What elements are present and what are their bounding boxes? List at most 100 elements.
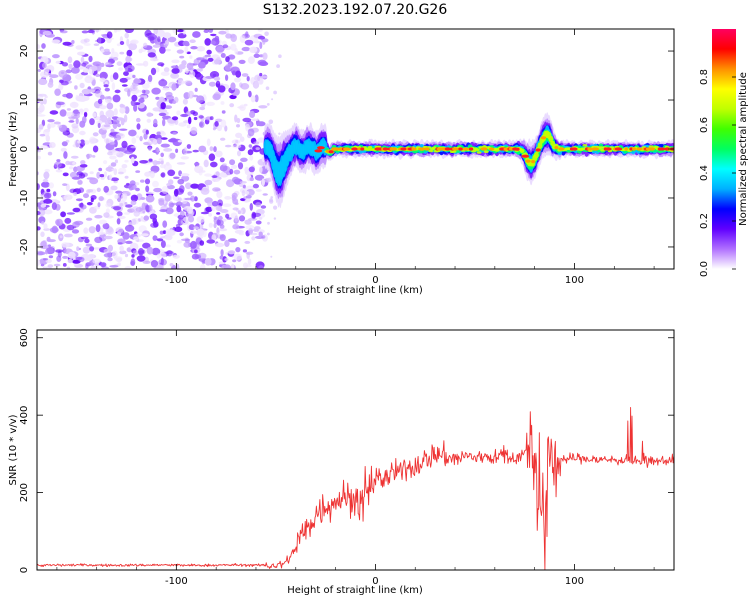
- noise-speckle: [247, 149, 254, 156]
- noise-speckle: [95, 73, 100, 77]
- noise-speckle: [196, 57, 205, 61]
- noise-speckle: [103, 171, 108, 178]
- noise-speckle: [75, 45, 84, 50]
- noise-speckle: [158, 252, 167, 258]
- ridge-blob: [471, 149, 477, 153]
- noise-speckle: [174, 119, 179, 125]
- noise-speckle: [82, 68, 89, 73]
- noise-speckle: [92, 145, 99, 153]
- noise-speckle: [171, 59, 180, 64]
- noise-speckle: [252, 80, 260, 89]
- noise-speckle: [47, 264, 54, 268]
- noise-speckle: [69, 101, 79, 108]
- snr-x-axis: -100 0 100: [56, 330, 655, 587]
- noise-speckle: [165, 111, 169, 115]
- noise-speckle: [69, 166, 74, 170]
- noise-speckle: [165, 228, 172, 237]
- noise-speckle: [131, 137, 137, 144]
- noise-speckle: [234, 215, 239, 222]
- noise-speckle: [159, 209, 168, 213]
- noise-speckle: [78, 173, 86, 179]
- noise-speckle: [255, 147, 260, 151]
- noise-speckle: [219, 164, 228, 172]
- noise-speckle: [71, 229, 80, 234]
- ridge-blob: [428, 149, 434, 153]
- noise-speckle: [201, 258, 206, 265]
- noise-speckle: [276, 64, 280, 68]
- noise-speckle: [258, 61, 269, 66]
- noise-speckle: [94, 236, 103, 244]
- noise-speckle: [68, 120, 75, 123]
- noise-speckle: [138, 98, 145, 103]
- colorbar-ticks: 0.0 0.2 0.4 0.6 0.8: [699, 69, 736, 277]
- ridge-core: [649, 147, 656, 151]
- noise-speckle: [121, 84, 128, 87]
- figure-title: S132.2023.192.07.20.G26: [263, 2, 448, 18]
- noise-speckle: [90, 197, 94, 203]
- noise-speckle: [79, 82, 85, 89]
- noise-speckle: [239, 136, 245, 142]
- noise-speckle: [100, 62, 105, 68]
- ridge-core: [636, 147, 643, 151]
- noise-speckle: [177, 178, 185, 185]
- noise-speckle: [88, 55, 93, 63]
- noise-speckle: [95, 224, 101, 233]
- noise-speckle: [111, 48, 115, 54]
- ridge-core: [632, 147, 636, 151]
- noise-speckle: [130, 200, 137, 206]
- spectrogram-noise-region: [37, 29, 282, 269]
- y-tick-label: 0: [19, 567, 30, 573]
- ridge-core: [535, 148, 541, 152]
- x-tick-label: -100: [165, 275, 188, 286]
- noise-speckle: [78, 98, 87, 102]
- noise-speckle: [148, 146, 152, 151]
- noise-speckle: [174, 226, 183, 232]
- noise-speckle: [55, 60, 61, 64]
- noise-speckle: [44, 192, 52, 199]
- noise-speckle: [46, 188, 51, 193]
- noise-speckle: [241, 73, 249, 77]
- noise-speckle: [142, 60, 149, 67]
- noise-speckle: [278, 132, 281, 135]
- noise-speckle: [96, 120, 102, 125]
- noise-speckle: [100, 262, 107, 268]
- noise-speckle: [216, 124, 223, 132]
- colorbar-tick-label: 0.4: [699, 165, 710, 181]
- noise-speckle: [208, 81, 216, 87]
- noise-speckle: [132, 250, 139, 256]
- noise-speckle: [83, 64, 87, 68]
- noise-speckle: [238, 232, 245, 236]
- noise-speckle: [158, 79, 168, 87]
- noise-speckle: [216, 190, 223, 199]
- noise-speckle: [220, 101, 225, 105]
- noise-speckle: [124, 224, 135, 232]
- noise-speckle: [73, 191, 77, 196]
- noise-speckle: [89, 253, 95, 259]
- noise-speckle: [49, 110, 59, 115]
- noise-speckle: [249, 110, 256, 118]
- noise-speckle: [233, 253, 242, 261]
- noise-speckle: [138, 48, 143, 54]
- noise-speckle: [204, 173, 213, 177]
- noise-speckle: [37, 107, 43, 115]
- noise-speckle: [116, 117, 124, 121]
- noise-speckle: [239, 181, 247, 184]
- noise-speckle: [138, 95, 147, 98]
- noise-speckle: [122, 232, 130, 240]
- noise-speckle: [160, 143, 170, 148]
- noise-speckle: [104, 120, 113, 125]
- noise-speckle: [107, 257, 113, 262]
- noise-speckle: [123, 71, 129, 76]
- noise-speckle: [79, 139, 86, 147]
- noise-speckle: [186, 124, 191, 129]
- noise-speckle: [215, 205, 223, 212]
- noise-speckle: [61, 242, 70, 248]
- noise-speckle: [247, 128, 255, 137]
- ridge-blob: [451, 150, 457, 153]
- noise-speckle: [147, 137, 157, 145]
- noise-speckle: [87, 29, 95, 34]
- noise-speckle: [97, 231, 105, 236]
- noise-speckle: [153, 118, 158, 126]
- snr-plot-area: [37, 330, 674, 570]
